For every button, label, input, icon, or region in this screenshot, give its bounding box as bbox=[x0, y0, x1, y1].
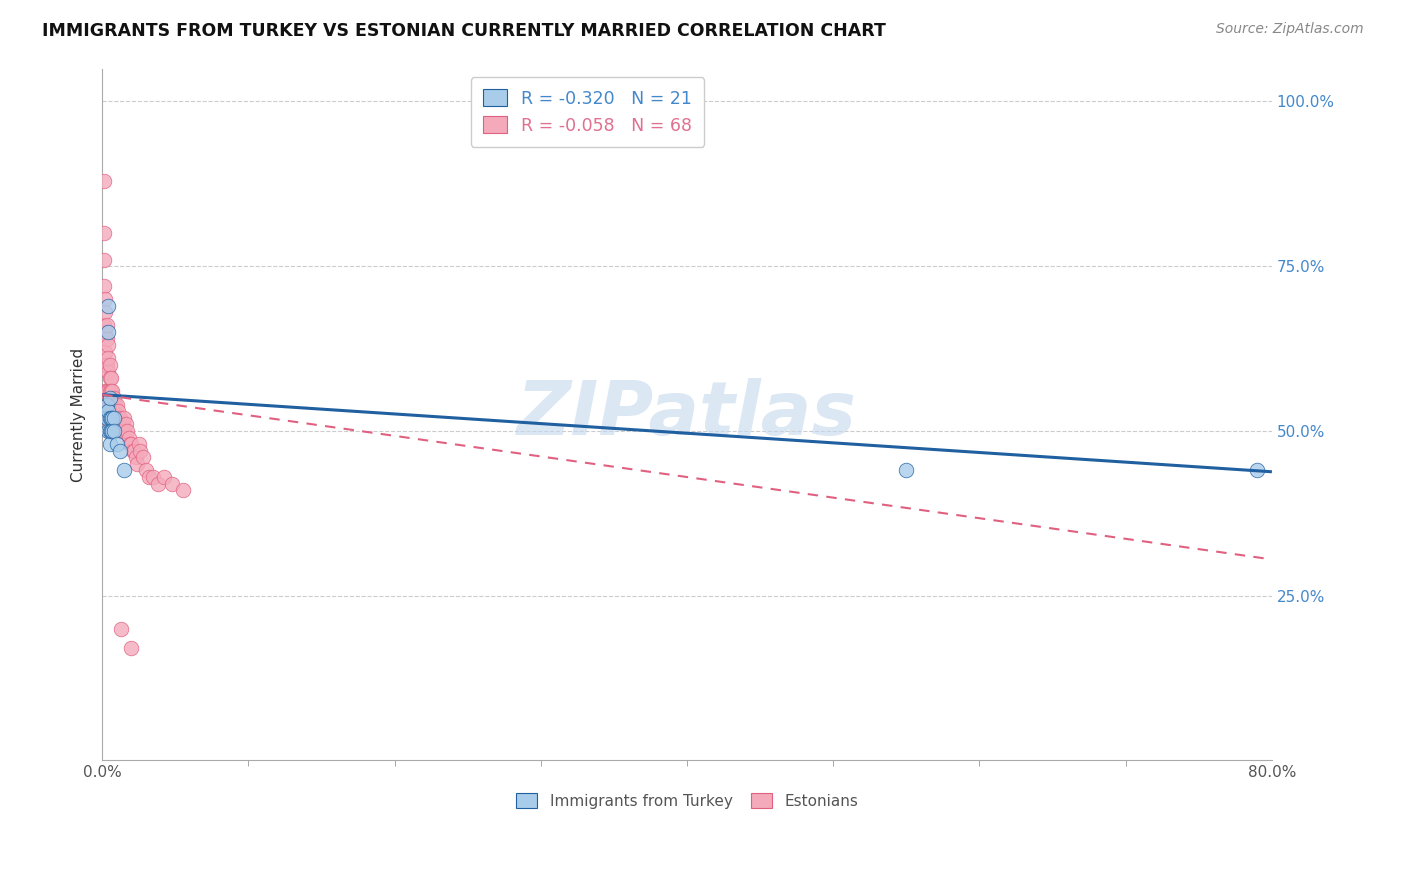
Point bbox=[104, 410, 127, 425]
Point bbox=[135, 463, 157, 477]
Point bbox=[100, 424, 122, 438]
Point bbox=[97, 384, 120, 399]
Point bbox=[98, 384, 121, 399]
Point bbox=[142, 470, 165, 484]
Point bbox=[114, 417, 136, 432]
Point bbox=[127, 457, 149, 471]
Point bbox=[100, 398, 122, 412]
Point bbox=[105, 398, 128, 412]
Point bbox=[98, 358, 121, 372]
Point bbox=[110, 424, 132, 438]
Point bbox=[103, 410, 125, 425]
Y-axis label: Currently Married: Currently Married bbox=[72, 347, 86, 482]
Point bbox=[94, 305, 117, 319]
Point bbox=[162, 476, 184, 491]
Point bbox=[101, 410, 124, 425]
Point bbox=[94, 325, 117, 339]
Point bbox=[117, 430, 139, 444]
Point bbox=[101, 424, 124, 438]
Point bbox=[110, 622, 132, 636]
Point bbox=[146, 476, 169, 491]
Point bbox=[98, 410, 121, 425]
Point bbox=[96, 318, 118, 333]
Point bbox=[112, 463, 135, 477]
Point bbox=[98, 398, 121, 412]
Text: Source: ZipAtlas.com: Source: ZipAtlas.com bbox=[1216, 22, 1364, 37]
Point bbox=[100, 371, 122, 385]
Point bbox=[98, 424, 121, 438]
Point bbox=[97, 398, 120, 412]
Point bbox=[96, 398, 118, 412]
Point bbox=[98, 391, 121, 405]
Point bbox=[103, 404, 125, 418]
Point bbox=[98, 404, 121, 418]
Point bbox=[103, 424, 125, 438]
Point bbox=[96, 410, 118, 425]
Point bbox=[101, 410, 124, 425]
Point bbox=[96, 332, 118, 346]
Point bbox=[111, 417, 134, 432]
Point bbox=[97, 404, 120, 418]
Point bbox=[98, 417, 121, 432]
Point bbox=[93, 279, 115, 293]
Text: ZIPatlas: ZIPatlas bbox=[517, 378, 858, 451]
Point bbox=[172, 483, 194, 498]
Point bbox=[122, 443, 145, 458]
Point bbox=[107, 417, 129, 432]
Text: IMMIGRANTS FROM TURKEY VS ESTONIAN CURRENTLY MARRIED CORRELATION CHART: IMMIGRANTS FROM TURKEY VS ESTONIAN CURRE… bbox=[42, 22, 886, 40]
Point bbox=[98, 391, 121, 405]
Point bbox=[105, 410, 128, 425]
Point bbox=[112, 410, 135, 425]
Point bbox=[96, 358, 118, 372]
Point bbox=[107, 404, 129, 418]
Point bbox=[98, 371, 121, 385]
Point bbox=[120, 437, 142, 451]
Point bbox=[101, 384, 124, 399]
Point bbox=[118, 437, 141, 451]
Point bbox=[96, 384, 118, 399]
Point bbox=[93, 318, 115, 333]
Point bbox=[94, 344, 117, 359]
Point bbox=[108, 443, 131, 458]
Point bbox=[97, 338, 120, 352]
Point bbox=[103, 391, 125, 405]
Point bbox=[100, 410, 122, 425]
Point bbox=[108, 410, 131, 425]
Point bbox=[115, 424, 138, 438]
Point bbox=[152, 470, 174, 484]
Point bbox=[93, 252, 115, 267]
Point bbox=[132, 450, 155, 465]
Point bbox=[124, 443, 146, 458]
Point bbox=[93, 226, 115, 240]
Point bbox=[112, 424, 135, 438]
Point bbox=[120, 641, 142, 656]
Point bbox=[128, 437, 150, 451]
Point bbox=[125, 450, 148, 465]
Point bbox=[98, 424, 121, 438]
Point bbox=[97, 299, 120, 313]
Point bbox=[110, 417, 132, 432]
Point bbox=[129, 443, 152, 458]
Legend: Immigrants from Turkey, Estonians: Immigrants from Turkey, Estonians bbox=[510, 788, 865, 815]
Point bbox=[105, 437, 128, 451]
Point bbox=[94, 384, 117, 399]
Point bbox=[97, 351, 120, 366]
Point bbox=[97, 424, 120, 438]
Point bbox=[104, 398, 127, 412]
Point bbox=[97, 325, 120, 339]
Point bbox=[94, 292, 117, 306]
Point bbox=[93, 173, 115, 187]
Point bbox=[896, 463, 918, 477]
Point bbox=[98, 410, 121, 425]
Point bbox=[94, 358, 117, 372]
Point bbox=[138, 470, 160, 484]
Point bbox=[101, 398, 124, 412]
Point bbox=[97, 365, 120, 379]
Point bbox=[1246, 463, 1268, 477]
Point bbox=[98, 437, 121, 451]
Point bbox=[100, 384, 122, 399]
